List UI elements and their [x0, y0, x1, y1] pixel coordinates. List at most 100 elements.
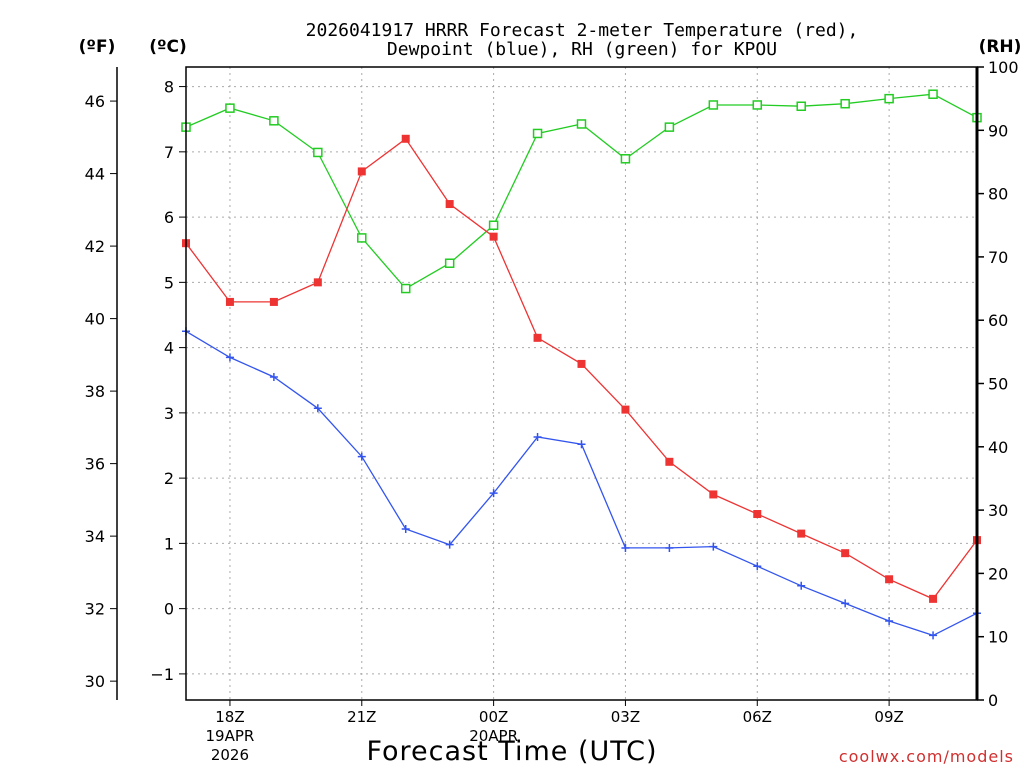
2-meter-temperature-point — [621, 405, 630, 414]
dewpoint-point — [665, 543, 674, 552]
2-meter-temperature-point — [885, 575, 894, 584]
celsius-tick-label: 0 — [164, 600, 174, 619]
rh-tick-label: 10 — [988, 628, 1008, 647]
dewpoint-point — [489, 489, 498, 498]
rh-tick-label: 90 — [988, 121, 1008, 140]
celsius-unit-label: (ºC) — [149, 37, 187, 57]
rh-tick-label: 20 — [988, 564, 1008, 583]
fahrenheit-tick-label: 36 — [85, 455, 105, 474]
dewpoint-point — [797, 581, 806, 590]
2-meter-temperature-point — [401, 134, 410, 143]
x-tick-label: 06Z — [743, 708, 772, 726]
dewpoint-point — [269, 372, 278, 381]
celsius-tick-label: 8 — [164, 78, 174, 97]
2-meter-temperature-point — [797, 529, 806, 538]
x-tick-label: 21Z — [347, 708, 376, 726]
fahrenheit-tick-label: 42 — [85, 237, 105, 256]
chart-title-line1: 2026041917 HRRR Forecast 2-meter Tempera… — [306, 20, 859, 41]
rh-point — [444, 258, 455, 268]
rh-tick-label: 50 — [988, 375, 1008, 394]
celsius-tick-label: 4 — [164, 339, 174, 358]
x-tick-label: 18Z — [215, 708, 244, 726]
rh-point — [840, 98, 850, 109]
rh-tick-label: 0 — [988, 691, 998, 710]
2-meter-temperature-point — [665, 457, 674, 466]
celsius-tick-label: 3 — [164, 404, 174, 423]
x-tick-date-label: 20APR — [469, 727, 518, 745]
rh-point — [576, 119, 587, 129]
fahrenheit-unit-label: (ºF) — [79, 37, 116, 57]
x-axis-label: Forecast Time (UTC) — [366, 736, 657, 767]
rh-point — [269, 116, 279, 126]
rh-point — [357, 233, 367, 243]
celsius-tick-label: −1 — [150, 665, 174, 684]
2-meter-temperature-point — [269, 297, 278, 306]
dewpoint-line — [185, 330, 978, 637]
series-layer — [181, 89, 982, 640]
rh-tick-label: 40 — [988, 438, 1008, 457]
x-tick-label: 09Z — [874, 708, 903, 726]
2-meter-temperature-point — [225, 297, 234, 306]
rh-point — [400, 283, 411, 294]
2-meter-temperature-point — [533, 333, 542, 342]
2-meter-temperature-point — [357, 167, 366, 176]
x-tick-date-label: 19APR — [206, 727, 255, 745]
fahrenheit-tick-label: 38 — [85, 382, 105, 401]
celsius-tick-label: 2 — [164, 469, 174, 488]
dewpoint-point — [577, 440, 586, 449]
2-meter-temperature-point — [841, 549, 850, 558]
2-meter-temperature-point — [313, 278, 322, 287]
dewpoint-point — [533, 433, 542, 442]
fahrenheit-tick-label: 44 — [85, 165, 105, 184]
fahrenheit-tick-label: 40 — [85, 310, 105, 329]
axes-layer: −101234567830323436384042444601020304050… — [85, 58, 1019, 764]
rh-point — [708, 100, 719, 110]
dewpoint-point — [225, 353, 234, 362]
celsius-tick-label: 1 — [164, 534, 174, 553]
dewpoint-point — [885, 617, 894, 626]
rh-tick-label: 100 — [988, 58, 1019, 77]
fahrenheit-tick-label: 30 — [85, 672, 105, 691]
2-meter-temperature-point — [753, 510, 762, 519]
2-meter-temperature-line — [185, 137, 978, 600]
fahrenheit-tick-label: 32 — [85, 600, 105, 619]
rh-point — [532, 128, 543, 139]
rh-tick-label: 30 — [988, 501, 1008, 520]
x-tick-label: 03Z — [611, 708, 640, 726]
rh-tick-label: 60 — [988, 311, 1008, 330]
dewpoint-point — [753, 562, 762, 571]
rh-tick-label: 80 — [988, 185, 1008, 204]
rh-point — [664, 122, 675, 132]
rh-point — [796, 101, 806, 111]
rh-point — [313, 147, 323, 158]
fahrenheit-tick-label: 46 — [85, 92, 105, 111]
rh-point — [620, 154, 631, 164]
rh-point — [928, 89, 938, 99]
plot-frame — [185, 66, 978, 701]
fahrenheit-tick-label: 34 — [85, 527, 105, 546]
dewpoint-point — [841, 599, 850, 608]
rh-point — [884, 93, 894, 104]
dewpoint-point — [445, 540, 454, 549]
2-meter-temperature-point — [445, 200, 454, 209]
rh-point — [225, 103, 235, 113]
dewpoint-point — [401, 525, 410, 534]
dewpoint-point — [621, 543, 630, 552]
labels-layer: 2026041917 HRRR Forecast 2-meter Tempera… — [79, 20, 1022, 767]
2-meter-temperature-point — [577, 359, 586, 368]
grid-lines — [186, 67, 977, 700]
rh-tick-label: 70 — [988, 248, 1008, 267]
dewpoint-point — [929, 631, 938, 640]
dewpoint-point — [357, 452, 366, 461]
celsius-tick-label: 7 — [164, 143, 174, 162]
rh-point — [752, 100, 763, 110]
chart-title-line2: Dewpoint (blue), RH (green) for KPOU — [387, 39, 777, 60]
2-meter-temperature-point — [709, 490, 718, 499]
dewpoint-point — [313, 404, 322, 413]
credit-text: coolwx.com/models — [839, 747, 1014, 766]
celsius-tick-label: 5 — [164, 273, 174, 292]
rh-unit-label: (RH) — [979, 37, 1022, 57]
2-meter-temperature-point — [929, 594, 938, 603]
dewpoint-point — [709, 542, 718, 551]
